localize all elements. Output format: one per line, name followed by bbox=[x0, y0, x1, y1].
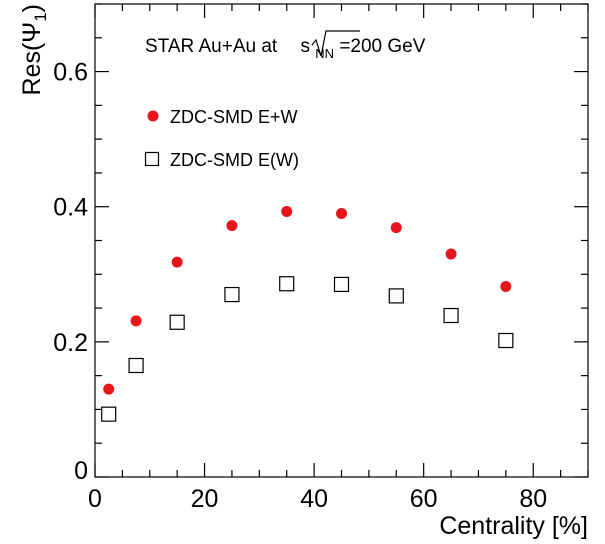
data-point-series-0 bbox=[500, 280, 512, 292]
x-tick-label: 60 bbox=[410, 485, 438, 513]
data-point-series-0 bbox=[336, 207, 347, 219]
axis-ticks bbox=[94, 3, 589, 478]
data-point-series-1 bbox=[101, 406, 117, 422]
data-point-series-0 bbox=[171, 256, 183, 268]
data-point-series-1 bbox=[498, 332, 514, 349]
data-point-series-0 bbox=[390, 222, 402, 234]
x-axis-label: Centrality [%] bbox=[439, 512, 588, 540]
legend-marker-open-square bbox=[144, 151, 160, 167]
tick-labels: 0 20 40 60 80 0 0.2 0.4 0.6 bbox=[53, 59, 547, 513]
data-point-series-1 bbox=[128, 357, 144, 374]
data-point-series-0 bbox=[226, 220, 238, 232]
data-point-series-1 bbox=[279, 276, 295, 292]
legend-label-series-0: ZDC-SMD E+W bbox=[170, 107, 298, 127]
data-point-series-1 bbox=[169, 314, 185, 330]
sqrt-sign bbox=[311, 30, 360, 57]
data-point-series-1 bbox=[443, 307, 459, 324]
data-point-series-0 bbox=[445, 248, 457, 260]
legend-marker-filled-circle bbox=[147, 110, 159, 122]
annotation: STAR Au+Au at s NN =200 GeV bbox=[145, 36, 426, 63]
x-tick-label: 40 bbox=[300, 485, 328, 513]
data-point-series-1 bbox=[388, 288, 404, 304]
y-tick-label: 0.4 bbox=[53, 194, 88, 222]
data-point-series-1 bbox=[333, 276, 350, 293]
plot-frame bbox=[94, 3, 589, 478]
x-tick-label: 0 bbox=[88, 485, 102, 513]
legend-label-series-1: ZDC-SMD E(W) bbox=[170, 150, 299, 170]
data-point-series-0 bbox=[130, 315, 142, 327]
data-points bbox=[101, 205, 514, 422]
data-point-series-0 bbox=[103, 383, 115, 395]
y-tick-label: 0 bbox=[74, 457, 88, 485]
x-tick-label: 80 bbox=[519, 485, 547, 513]
data-point-series-0 bbox=[281, 205, 293, 217]
y-axis-label: Res(Ψ1) bbox=[18, 4, 50, 95]
data-point-series-1 bbox=[224, 286, 240, 303]
x-tick-label: 20 bbox=[191, 485, 219, 513]
y-tick-label: 0.2 bbox=[53, 329, 88, 357]
y-tick-label: 0.6 bbox=[53, 59, 88, 87]
